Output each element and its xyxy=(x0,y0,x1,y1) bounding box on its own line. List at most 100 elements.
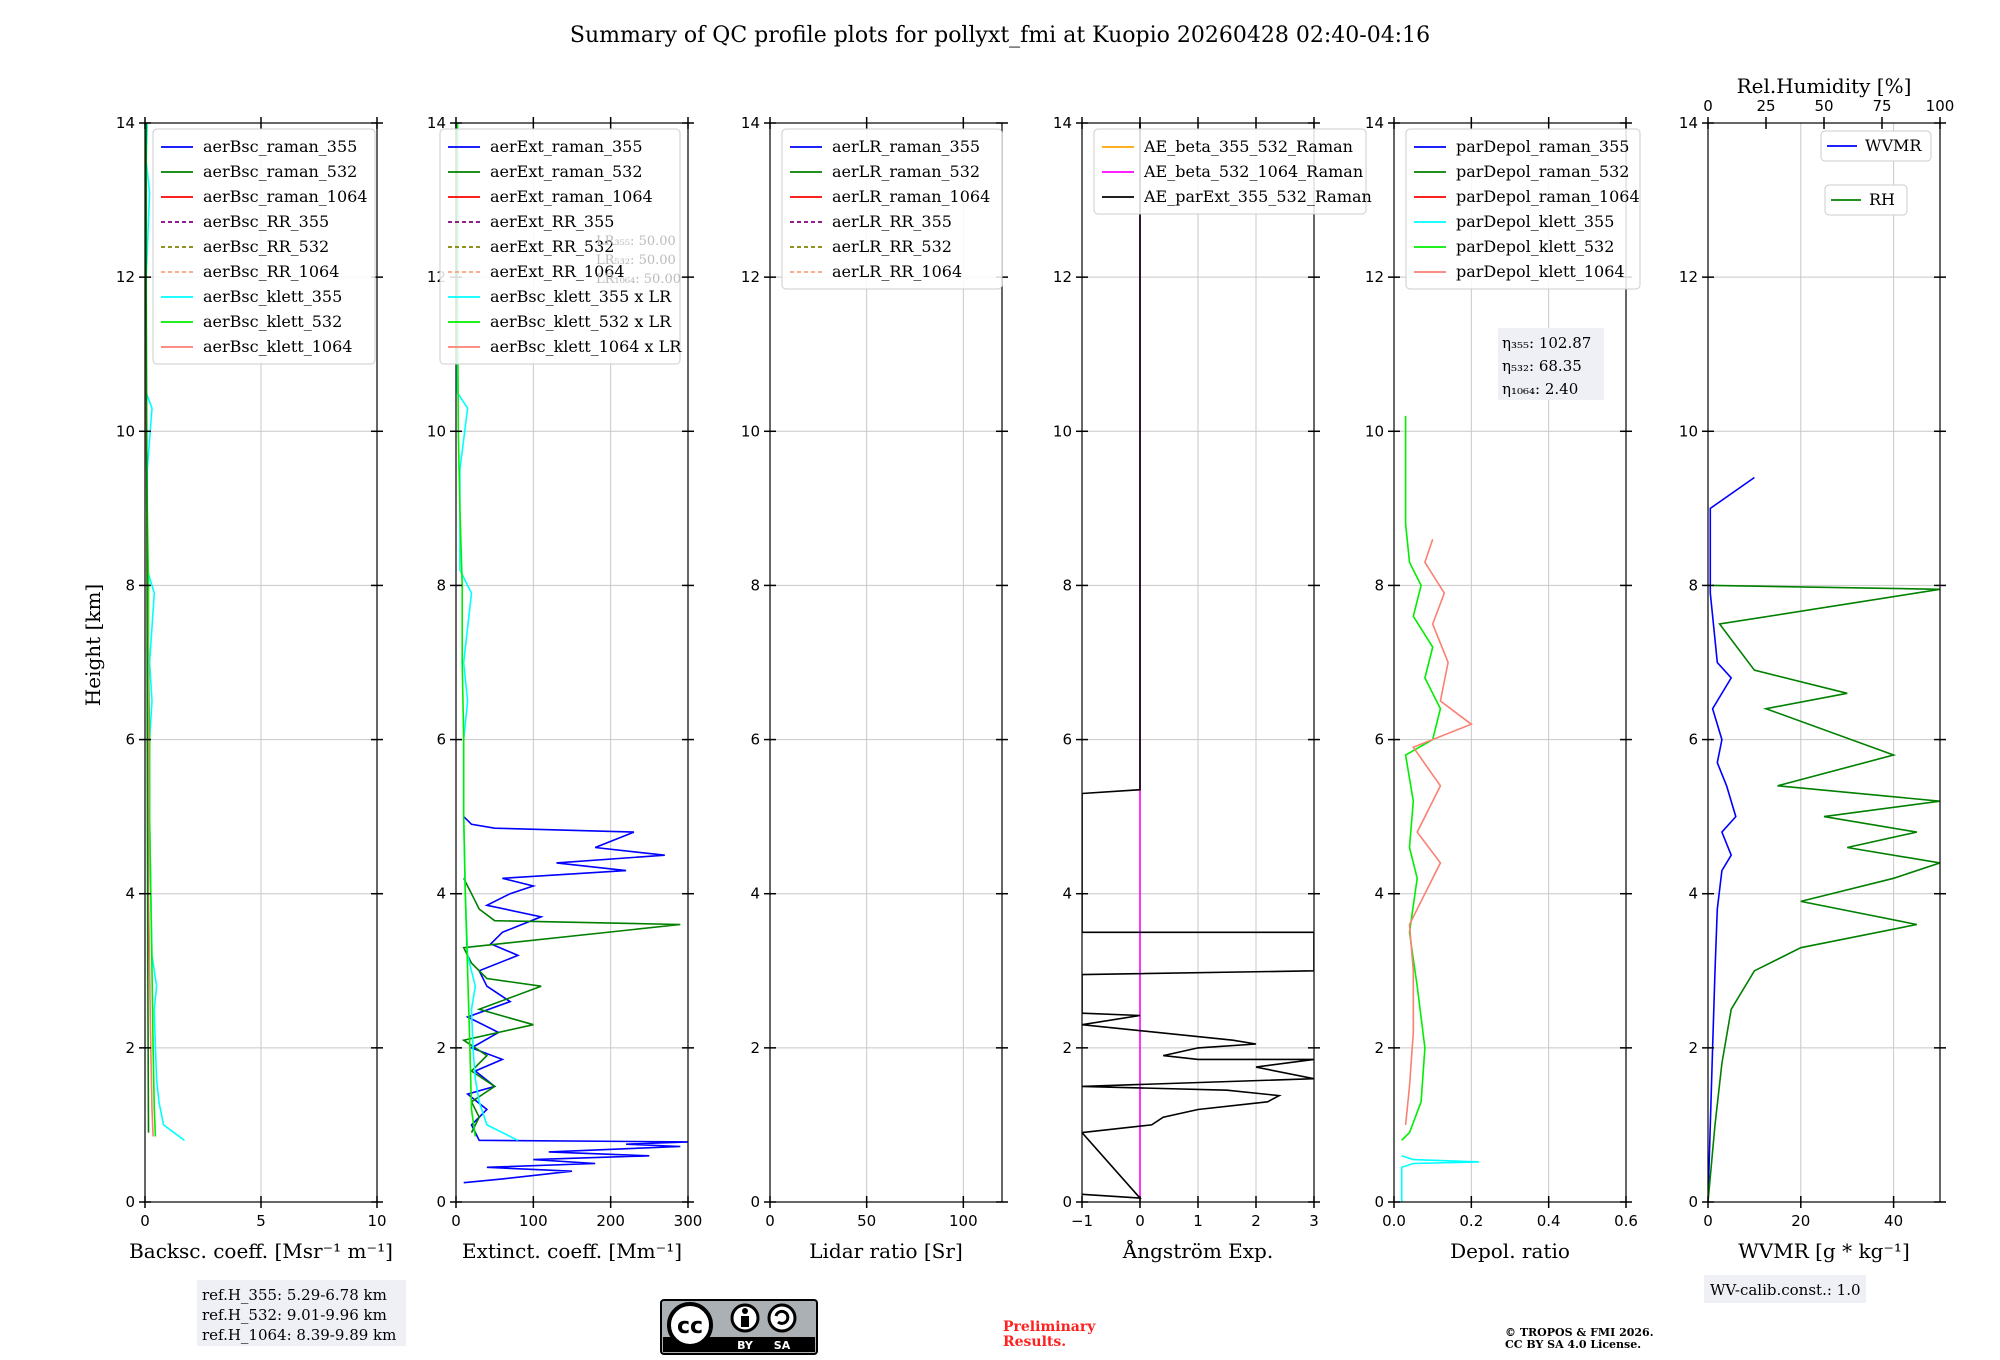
x-tick-label: 0 xyxy=(765,1212,775,1230)
legend-entry: aerBsc_klett_1064 xyxy=(203,337,352,356)
x-tick-label: 40 xyxy=(1884,1212,1903,1230)
top-x-tick-label: 25 xyxy=(1756,97,1775,115)
x-tick-label: 100 xyxy=(949,1212,978,1230)
axes-frame xyxy=(769,122,1003,1203)
legend-entry: aerLR_raman_532 xyxy=(832,162,980,181)
y-tick-label: 2 xyxy=(1062,1039,1072,1057)
series-line-parDepol_klett_355 xyxy=(1400,1155,1480,1202)
ref-height-box xyxy=(197,1280,406,1346)
legend-entry: aerBsc_raman_532 xyxy=(203,162,357,181)
ref-height-label: ref.H_355: 5.29-6.78 km xyxy=(202,1286,387,1304)
series-line-parDepol_klett_532 xyxy=(1401,415,1442,1141)
x-tick-label: 5 xyxy=(256,1212,266,1230)
x-tick-label: −1 xyxy=(1071,1212,1093,1230)
y-tick-label: 8 xyxy=(125,576,135,594)
legend-box xyxy=(1824,184,1908,216)
y-tick-label: 4 xyxy=(436,885,446,903)
sa-label: SA xyxy=(774,1339,791,1352)
ref-height-label: ref.H_1064: 8.39-9.89 km xyxy=(202,1326,396,1344)
wv-calib-box xyxy=(1704,1275,1866,1303)
x-axis-label: WVMR [g * kg⁻¹] xyxy=(1738,1239,1910,1263)
wv-calib-label: WV-calib.const.: 1.0 xyxy=(1710,1281,1861,1299)
y-tick-label: 6 xyxy=(1374,731,1384,749)
y-tick-label: 2 xyxy=(750,1039,760,1057)
y-tick-label: 12 xyxy=(1053,268,1072,286)
series-line-aerExt_raman_355 xyxy=(463,816,688,1184)
y-tick-label: 10 xyxy=(1365,422,1384,440)
by-attribution-head xyxy=(742,1308,748,1314)
x-axis-label: Depol. ratio xyxy=(1450,1239,1570,1263)
panel-water_vapor: 0 2 4 6 8 10 12 14 0 20 40 WVMR [g * kg⁻¹] 0 25 50 75 10… xyxy=(1679,74,1954,1303)
legend-entry: aerBsc_RR_1064 xyxy=(203,262,339,281)
top-x-tick-label: 100 xyxy=(1926,97,1955,115)
legend-entry: AE_beta_532_1064_Raman xyxy=(1143,162,1363,181)
series-line-parDepol_klett_1064 xyxy=(1404,538,1473,1125)
y-tick-label: 0 xyxy=(436,1193,446,1211)
y-tick-label: 4 xyxy=(1374,885,1384,903)
legend-entry: parDepol_raman_355 xyxy=(1456,137,1629,156)
panel-depolarization: 0 2 4 6 8 10 12 14 0.0 0.2 0.4 0.6 Depol. ratio parDe… xyxy=(1365,114,1641,1263)
legend-entry: aerLR_raman_355 xyxy=(832,137,980,156)
y-tick-label: 14 xyxy=(427,114,446,132)
y-tick-label: 2 xyxy=(1688,1039,1698,1057)
x-tick-label: 300 xyxy=(674,1212,703,1230)
y-tick-label: 14 xyxy=(116,114,135,132)
preliminary-line-1: Preliminary xyxy=(1003,1319,1096,1335)
eta-box xyxy=(1498,328,1604,400)
cc-logo-text: cc xyxy=(677,1314,703,1339)
legend-box xyxy=(439,128,681,365)
legend-entry: parDepol_klett_355 xyxy=(1456,212,1614,231)
legend-entry: aerExt_RR_532 xyxy=(490,237,614,256)
legend-entry: aerBsc_klett_532 xyxy=(203,312,342,331)
x-axis-label: Extinct. coeff. [Mm⁻¹] xyxy=(462,1239,682,1263)
legend-entry: aerExt_RR_355 xyxy=(490,212,614,231)
y-axis-label: Height [km] xyxy=(81,584,105,706)
legend-entry: aerBsc_RR_532 xyxy=(203,237,329,256)
y-tick-label: 6 xyxy=(436,731,446,749)
legend-entry: AE_beta_355_532_Raman xyxy=(1143,137,1353,156)
legend-entry: aerBsc_klett_355 xyxy=(203,287,342,306)
x-tick-label: 200 xyxy=(596,1212,625,1230)
y-tick-label: 4 xyxy=(1062,885,1072,903)
legend-entry: WVMR xyxy=(1865,136,1922,155)
x-tick-label: 3 xyxy=(1309,1212,1319,1230)
sa-sharealike-icon xyxy=(767,1303,797,1333)
y-tick-label: 10 xyxy=(116,422,135,440)
y-tick-label: 4 xyxy=(750,885,760,903)
y-tick-label: 8 xyxy=(1374,576,1384,594)
x-tick-label: 0.6 xyxy=(1614,1212,1638,1230)
top-x-tick-label: 0 xyxy=(1703,97,1713,115)
x-tick-label: 100 xyxy=(519,1212,548,1230)
series-line-RH xyxy=(1708,584,1940,1202)
legend-box xyxy=(781,128,1003,290)
y-tick-label: 8 xyxy=(1062,576,1072,594)
y-tick-label: 10 xyxy=(427,422,446,440)
legend-entry: parDepol_raman_532 xyxy=(1456,162,1629,181)
panel-backscatter: 0 2 4 6 8 10 12 14 0 5 10 Backsc. coeff. [Msr⁻¹ m⁻¹… xyxy=(116,114,406,1346)
lr-label: LR₃₅₅: 50.00 xyxy=(596,234,676,249)
eta-label: η₁₀₆₄: 2.40 xyxy=(1502,380,1578,398)
y-tick-label: 6 xyxy=(750,731,760,749)
series-line-aerBsc_raman_532 xyxy=(145,123,150,1133)
legend-entry: aerExt_RR_1064 xyxy=(490,262,625,281)
x-tick-label: 0 xyxy=(451,1212,461,1230)
y-tick-label: 2 xyxy=(125,1039,135,1057)
y-tick-label: 0 xyxy=(1374,1193,1384,1211)
legend-entry: aerLR_RR_1064 xyxy=(832,262,962,281)
y-tick-label: 10 xyxy=(1679,422,1698,440)
axes-frame xyxy=(1393,122,1627,1203)
legend-entry: aerExt_raman_1064 xyxy=(490,187,653,206)
legend-entry: parDepol_raman_1064 xyxy=(1456,187,1640,206)
series-group xyxy=(1708,476,1940,1202)
copyright-line-1: © TROPOS & FMI 2026. xyxy=(1505,1326,1654,1339)
top-x-axis-label: Rel.Humidity [%] xyxy=(1737,74,1912,98)
y-tick-label: 4 xyxy=(125,885,135,903)
x-axis-label: Ångström Exp. xyxy=(1122,1238,1273,1263)
figure-title: Summary of QC profile plots for pollyxt_… xyxy=(570,23,1430,48)
legend-box xyxy=(1405,128,1641,290)
copyright-line-2: CC BY SA 4.0 License. xyxy=(1505,1338,1641,1351)
y-tick-label: 10 xyxy=(741,422,760,440)
y-tick-label: 0 xyxy=(750,1193,760,1211)
preliminary-line-2: Results. xyxy=(1003,1334,1066,1350)
